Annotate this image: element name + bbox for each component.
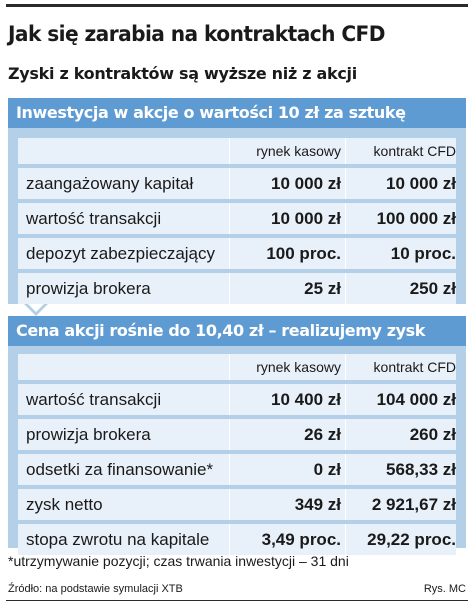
row-label: zysk netto [26,495,103,514]
row-label: stopa zwrotu na kapitale [26,530,210,549]
column-divider [345,489,346,520]
cfd-value: 10 000 zł [386,174,456,193]
column-divider [345,273,346,304]
section-investment: Inwestycja w akcje o wartości 10 zł za s… [8,98,466,304]
section-profit: Cena akcji rośnie do 10,40 zł – realizuj… [8,316,466,555]
cash-value: 26 zł [304,425,341,444]
cfd-value: 104 000 zł [376,390,456,409]
page-title: Jak się zarabia na kontraktach CFD [8,22,385,46]
column-divider [229,384,230,415]
row-label: wartość transakcji [26,390,162,409]
column-divider [345,238,346,269]
table-row: stopa zwrotu na kapitale 3,49 proc. 29,2… [18,524,456,555]
cfd-value: 10 proc. [390,244,456,263]
column-header-cash: rynek kasowy [256,359,341,375]
section-investment-header: Inwestycja w akcje o wartości 10 zł za s… [8,98,466,128]
cfd-value: 260 zł [409,425,456,444]
column-divider [345,354,346,380]
table-row: prowizja brokera 25 zł 250 zł [18,273,456,304]
cash-value: 349 zł [294,495,341,514]
table-header-row: rynek kasowy kontrakt CFD [18,354,456,380]
column-divider [229,238,230,269]
table-row: wartość transakcji 10 000 zł 100 000 zł [18,203,456,234]
column-divider [229,273,230,304]
row-label: zaangażowany kapitał [26,174,194,193]
bottom-rule [6,600,468,601]
table-row: prowizja brokera 26 zł 260 zł [18,419,456,450]
column-divider [229,524,230,555]
cash-value: 10 000 zł [271,174,341,193]
column-header-cfd: kontrakt CFD [373,359,456,375]
down-arrow-icon-inner [28,304,44,312]
cfd-value: 250 zł [409,279,456,298]
column-divider [229,419,230,450]
cfd-value: 568,33 zł [386,460,456,479]
column-divider [345,168,346,199]
column-divider [229,203,230,234]
row-label: prowizja brokera [26,425,151,444]
page-subtitle: Zyski z kontraktów są wyższe niż z akcji [8,64,357,83]
footnote: *utrzymywanie pozycji; czas trwania inwe… [8,553,349,569]
row-label: wartość transakcji [26,209,162,228]
column-divider [229,354,230,380]
top-rule [6,4,468,7]
column-divider [229,138,230,164]
table-row: depozyt zabezpieczający 100 proc. 10 pro… [18,238,456,269]
cash-value: 25 zł [304,279,341,298]
cfd-value: 100 000 zł [376,209,456,228]
table-header-row: rynek kasowy kontrakt CFD [18,138,456,164]
table-row: zysk netto 349 zł 2 921,67 zł [18,489,456,520]
column-header-cfd: kontrakt CFD [373,143,456,159]
table-row: zaangażowany kapitał 10 000 zł 10 000 zł [18,168,456,199]
column-divider [345,138,346,164]
column-divider [345,454,346,485]
row-label: prowizja brokera [26,279,151,298]
column-divider [345,203,346,234]
cfd-value: 2 921,67 zł [371,495,456,514]
section-profit-header: Cena akcji rośnie do 10,40 zł – realizuj… [8,316,466,346]
graphic-credit: Rys. MC [423,583,466,595]
column-divider [345,384,346,415]
cash-value: 100 proc. [266,244,341,263]
row-label: odsetki za finansowanie* [26,460,214,479]
section-investment-table: rynek kasowy kontrakt CFD zaangażowany k… [18,138,456,308]
row-label: depozyt zabezpieczający [26,244,216,263]
cash-value: 0 zł [313,460,341,479]
cash-value: 10 400 zł [271,390,341,409]
column-divider [229,489,230,520]
source-note: Źródło: na podstawie symulacji XTB [8,583,183,595]
column-divider [345,419,346,450]
cfd-value: 29,22 proc. [367,530,456,549]
cash-value: 3,49 proc. [261,530,341,549]
cash-value: 10 000 zł [271,209,341,228]
column-divider [345,524,346,555]
section-profit-table: rynek kasowy kontrakt CFD wartość transa… [18,354,456,559]
column-divider [229,454,230,485]
table-row: wartość transakcji 10 400 zł 104 000 zł [18,384,456,415]
column-header-cash: rynek kasowy [256,143,341,159]
column-divider [229,168,230,199]
table-row: odsetki za finansowanie* 0 zł 568,33 zł [18,454,456,485]
